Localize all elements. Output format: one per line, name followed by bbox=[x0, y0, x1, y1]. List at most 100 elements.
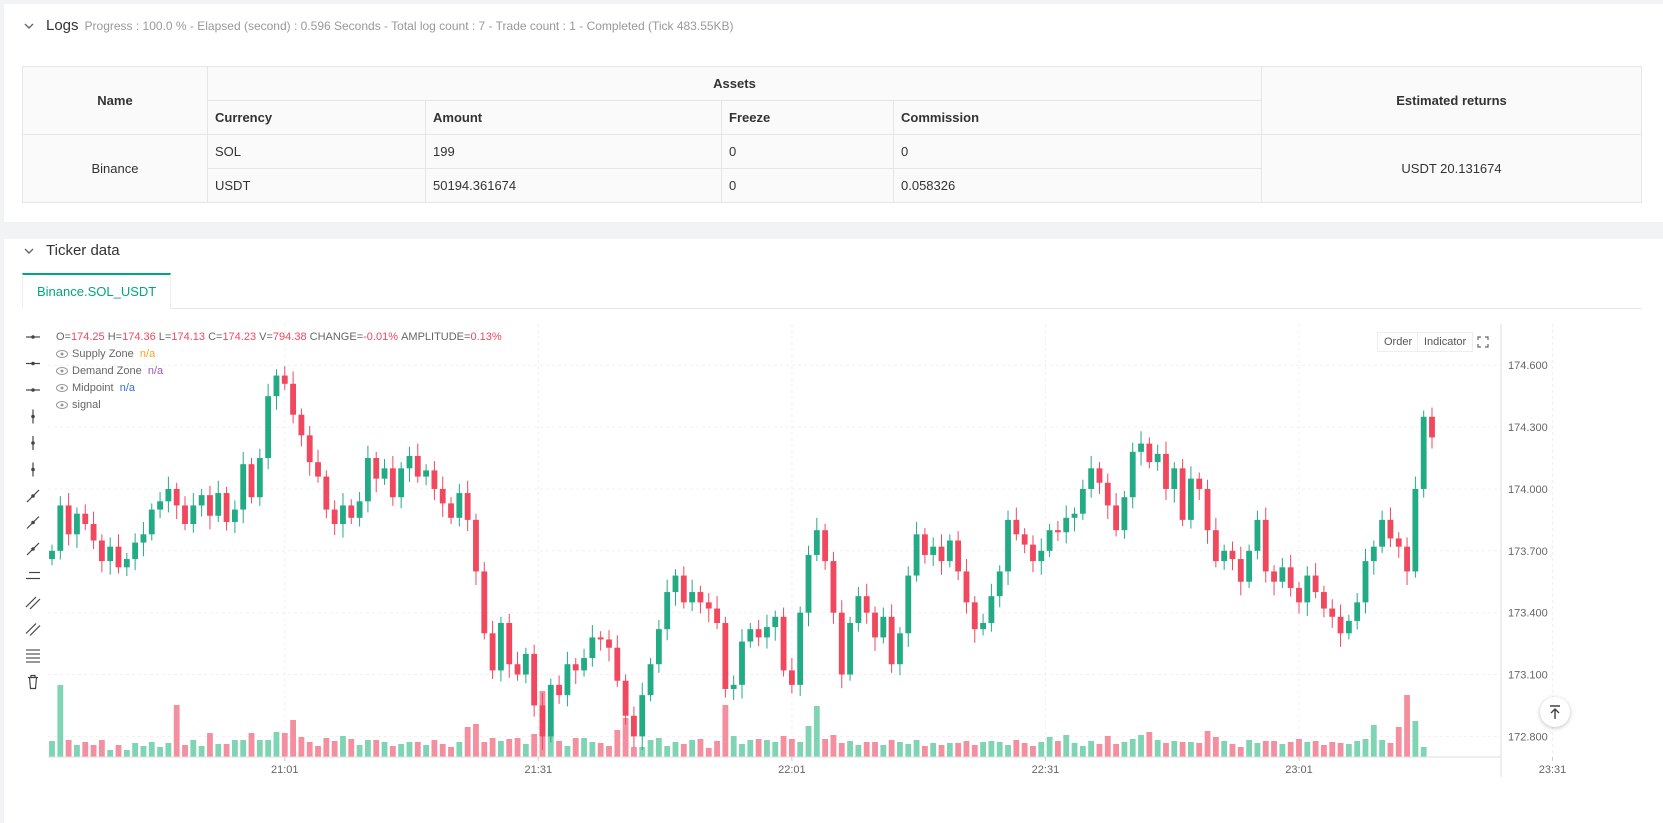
candle-body bbox=[614, 647, 621, 681]
parallel-channel-icon[interactable] bbox=[25, 596, 41, 610]
tab-binance-sol-usdt[interactable]: Binance.SOL_USDT bbox=[22, 273, 172, 309]
volume-bar bbox=[340, 736, 346, 757]
candle-body bbox=[606, 639, 612, 648]
volume-bar bbox=[930, 743, 937, 757]
pitchfork-icon[interactable] bbox=[25, 623, 41, 636]
cell-commission: 0.058326 bbox=[893, 168, 1262, 203]
candle-body bbox=[1088, 468, 1095, 489]
volume-bar bbox=[1163, 743, 1169, 757]
candle-body bbox=[838, 612, 845, 675]
ohlc-readout: O= 174.25 H= 174.36 L= 174.13 C= 174.23 V= 79… bbox=[56, 331, 502, 343]
cell-commission: 0 bbox=[893, 134, 1262, 169]
table-row: Binance SOL 199 0 0 USDT 20.131674 bbox=[22, 134, 1642, 203]
candle-body bbox=[1104, 482, 1111, 506]
trash-icon[interactable] bbox=[28, 674, 38, 690]
x-tick-label: 23:01 bbox=[1285, 764, 1313, 776]
candle-body bbox=[198, 495, 205, 506]
volume-bar bbox=[1254, 743, 1261, 757]
indicator-button[interactable]: Indicator bbox=[1417, 332, 1474, 352]
amplitude-value: 0.13% bbox=[470, 331, 502, 343]
eye-icon[interactable] bbox=[56, 367, 68, 375]
candle-body bbox=[414, 455, 421, 477]
logs-header[interactable]: Logs Progress : 100.0 % - Elapsed (secon… bbox=[22, 17, 734, 34]
eye-icon[interactable] bbox=[56, 350, 68, 358]
order-button[interactable]: Order bbox=[1377, 332, 1420, 352]
vertical-line-icon[interactable] bbox=[31, 409, 35, 424]
volume-bar bbox=[680, 744, 687, 757]
extended-line-icon[interactable] bbox=[26, 388, 40, 392]
candle-body bbox=[1129, 451, 1136, 498]
ticker-title: Ticker data bbox=[46, 242, 120, 259]
candle-body bbox=[173, 488, 180, 506]
volume-bar bbox=[74, 745, 80, 757]
ticker-header[interactable]: Ticker data bbox=[22, 242, 120, 259]
candle-body bbox=[1420, 416, 1427, 489]
volume-bar bbox=[872, 742, 878, 757]
x-tick-label: 23:31 bbox=[1539, 764, 1567, 776]
volume-bar bbox=[90, 745, 97, 757]
candles bbox=[49, 366, 1435, 750]
back-to-top-button[interactable] bbox=[1540, 697, 1570, 727]
chevron-down-icon[interactable] bbox=[22, 244, 36, 258]
volume-bar bbox=[49, 741, 55, 757]
vertical-ray-icon[interactable] bbox=[31, 462, 35, 477]
volume-bar bbox=[473, 724, 479, 757]
volume-bar bbox=[439, 744, 446, 757]
volume-bar bbox=[1271, 741, 1277, 757]
candle-body bbox=[1212, 530, 1219, 562]
volume-bar bbox=[57, 685, 64, 757]
candle-body bbox=[1138, 443, 1144, 452]
volume-bar bbox=[1179, 742, 1186, 757]
candle-body bbox=[1404, 546, 1410, 572]
volume-bar bbox=[1113, 744, 1120, 757]
vertical-segment-icon[interactable] bbox=[31, 436, 35, 450]
open-value: 174.25 bbox=[70, 331, 105, 343]
chart-grid bbox=[48, 324, 1554, 757]
volume-bar bbox=[1345, 744, 1352, 757]
close-label: C= bbox=[208, 331, 223, 343]
candle-body bbox=[57, 505, 64, 551]
horizontal-ray-icon[interactable] bbox=[26, 361, 40, 366]
volume-bar bbox=[148, 742, 155, 757]
fullscreen-icon[interactable] bbox=[1476, 335, 1490, 349]
chevron-down-icon[interactable] bbox=[22, 19, 36, 33]
legend-label: Supply Zone bbox=[72, 348, 134, 360]
candle-body bbox=[913, 534, 920, 576]
legend-supply-zone[interactable]: Supply Zone n/a bbox=[56, 348, 155, 360]
logs-status: Progress : 100.0 % - Elapsed (second) : … bbox=[84, 19, 734, 33]
fib-retracement-icon[interactable] bbox=[26, 649, 40, 663]
volume-bar bbox=[597, 743, 604, 757]
extended-trend-icon[interactable] bbox=[26, 542, 40, 556]
horizontal-line-icon[interactable] bbox=[26, 335, 40, 339]
candle-body bbox=[705, 602, 712, 609]
volume-bar bbox=[240, 740, 247, 757]
candle-body bbox=[148, 509, 155, 535]
candlestick-chart[interactable]: 174.600 174.300 174.000 173.700 173.400 173.1… bbox=[4, 239, 1663, 823]
volume-bar bbox=[880, 745, 887, 757]
volume-bar bbox=[398, 744, 405, 757]
legend-midpoint[interactable]: Midpoint n/a bbox=[56, 382, 135, 394]
legend-signal[interactable]: signal bbox=[56, 399, 101, 411]
volume-bar bbox=[631, 747, 637, 757]
candle-body bbox=[1171, 468, 1178, 489]
candle-body bbox=[489, 633, 496, 671]
candle-body bbox=[431, 470, 438, 489]
candle-body bbox=[315, 462, 321, 477]
volume-bar bbox=[198, 746, 205, 757]
candle-body bbox=[847, 622, 853, 675]
volume-bar bbox=[1395, 727, 1402, 757]
eye-icon[interactable] bbox=[56, 384, 68, 392]
volume-bar bbox=[705, 748, 712, 757]
price-label-icon[interactable] bbox=[26, 571, 40, 580]
eye-icon[interactable] bbox=[56, 401, 68, 409]
ray-icon[interactable] bbox=[26, 516, 40, 529]
volume-bar bbox=[1196, 743, 1203, 757]
candle-body bbox=[132, 542, 139, 560]
legend-demand-zone[interactable]: Demand Zone n/a bbox=[56, 365, 163, 377]
trend-line-icon[interactable] bbox=[26, 489, 40, 503]
volume-bar bbox=[1171, 741, 1178, 757]
candle-body bbox=[423, 470, 430, 477]
volume-bar bbox=[1404, 695, 1410, 757]
candle-body bbox=[1429, 416, 1435, 438]
volume-bar bbox=[522, 744, 529, 757]
